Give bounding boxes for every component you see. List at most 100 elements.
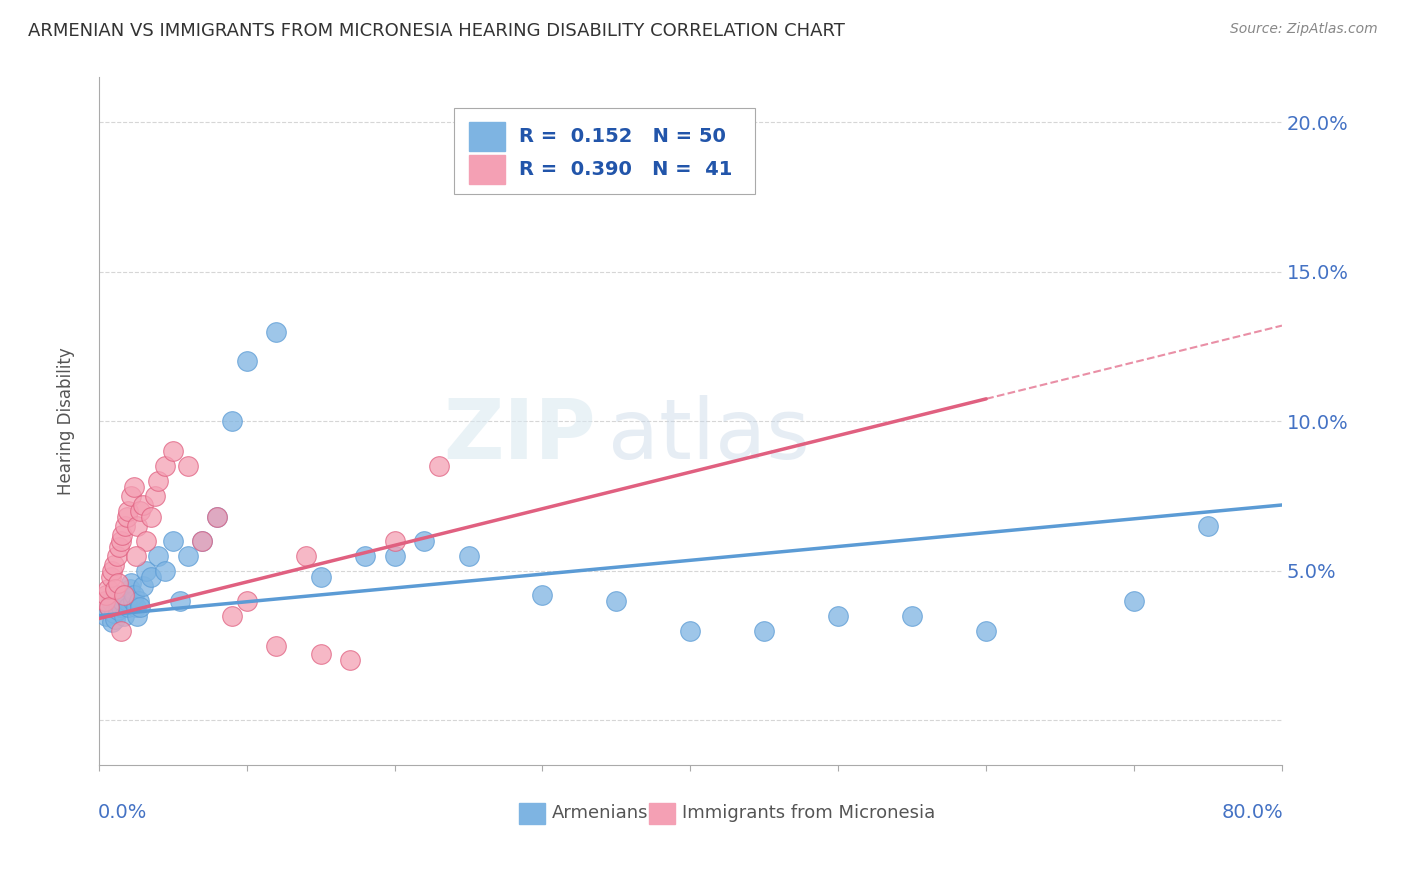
Point — [191, 533, 214, 548]
Point — [155, 459, 177, 474]
Point — [679, 624, 702, 638]
Point — [146, 474, 169, 488]
FancyBboxPatch shape — [454, 109, 755, 194]
Point — [295, 549, 318, 563]
Point — [309, 648, 332, 662]
Point — [115, 510, 138, 524]
Point — [264, 325, 287, 339]
Point — [132, 498, 155, 512]
Point — [309, 570, 332, 584]
Point — [117, 504, 139, 518]
Point — [235, 593, 257, 607]
Point — [146, 549, 169, 563]
Point — [1123, 593, 1146, 607]
Point — [110, 624, 132, 638]
Point — [108, 540, 131, 554]
Point — [176, 459, 198, 474]
Point — [96, 608, 118, 623]
Point — [413, 533, 436, 548]
Bar — [470, 122, 505, 151]
Point — [339, 653, 361, 667]
Point — [114, 588, 136, 602]
Point — [384, 549, 406, 563]
Point — [104, 582, 127, 596]
Point — [128, 593, 150, 607]
Point — [169, 593, 191, 607]
Point — [124, 588, 146, 602]
Text: ZIP: ZIP — [443, 394, 596, 475]
Point — [115, 593, 138, 607]
Point — [155, 564, 177, 578]
Point — [104, 611, 127, 625]
Point — [100, 570, 122, 584]
Bar — [519, 803, 546, 823]
Point — [127, 608, 149, 623]
Point — [100, 593, 122, 607]
Bar — [470, 155, 505, 184]
Point — [105, 593, 128, 607]
Bar — [650, 803, 675, 823]
Point — [901, 608, 924, 623]
Point — [105, 549, 128, 563]
Point — [135, 533, 157, 548]
Point — [176, 549, 198, 563]
Point — [97, 582, 120, 596]
Point — [139, 510, 162, 524]
Text: R =  0.390   N =  41: R = 0.390 N = 41 — [519, 160, 733, 179]
Point — [427, 459, 450, 474]
Point — [120, 575, 142, 590]
Point — [121, 593, 143, 607]
Point — [107, 575, 129, 590]
Point — [605, 593, 627, 607]
Point — [114, 519, 136, 533]
Point — [101, 564, 124, 578]
Point — [264, 639, 287, 653]
Point — [111, 528, 134, 542]
Point — [127, 519, 149, 533]
Text: R =  0.152   N = 50: R = 0.152 N = 50 — [519, 127, 725, 146]
Point — [827, 608, 849, 623]
Point — [125, 549, 148, 563]
Point — [235, 354, 257, 368]
Point — [221, 608, 243, 623]
Point — [120, 489, 142, 503]
Text: 0.0%: 0.0% — [97, 803, 148, 822]
Point — [205, 510, 228, 524]
Point — [108, 588, 131, 602]
Point — [112, 608, 135, 623]
Point — [129, 504, 152, 518]
Text: 80.0%: 80.0% — [1222, 803, 1284, 822]
Point — [110, 533, 132, 548]
Point — [205, 510, 228, 524]
Point — [132, 579, 155, 593]
Point — [974, 624, 997, 638]
Point — [354, 549, 377, 563]
Point — [111, 593, 134, 607]
Point — [125, 599, 148, 614]
Text: Armenians: Armenians — [553, 805, 648, 822]
Point — [457, 549, 479, 563]
Point — [143, 489, 166, 503]
Point — [110, 599, 132, 614]
Text: ARMENIAN VS IMMIGRANTS FROM MICRONESIA HEARING DISABILITY CORRELATION CHART: ARMENIAN VS IMMIGRANTS FROM MICRONESIA H… — [28, 22, 845, 40]
Point — [103, 558, 125, 572]
Point — [101, 615, 124, 629]
Point — [117, 599, 139, 614]
Point — [107, 602, 129, 616]
Point — [754, 624, 776, 638]
Point — [162, 444, 184, 458]
Point — [384, 533, 406, 548]
Point — [118, 582, 141, 596]
Point — [103, 606, 125, 620]
Point — [98, 599, 121, 614]
Point — [112, 588, 135, 602]
Point — [162, 533, 184, 548]
Point — [98, 599, 121, 614]
Point — [139, 570, 162, 584]
Point — [129, 599, 152, 614]
Point — [191, 533, 214, 548]
Point — [531, 588, 554, 602]
Point — [221, 414, 243, 428]
Text: Source: ZipAtlas.com: Source: ZipAtlas.com — [1230, 22, 1378, 37]
Text: Immigrants from Micronesia: Immigrants from Micronesia — [682, 805, 935, 822]
